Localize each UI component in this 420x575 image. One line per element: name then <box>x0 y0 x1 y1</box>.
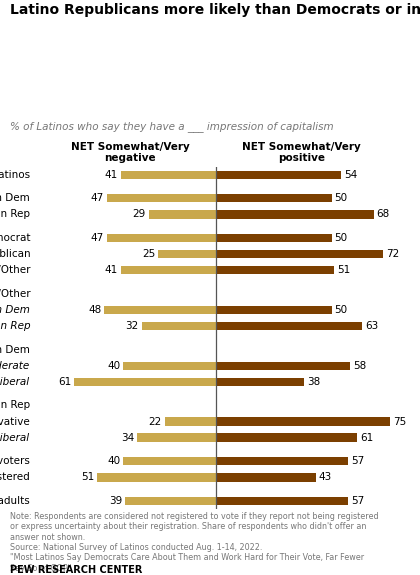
Bar <box>216 417 390 426</box>
Text: NET Somewhat/Very
negative: NET Somewhat/Very negative <box>71 141 189 163</box>
Text: 43: 43 <box>318 472 332 482</box>
Bar <box>123 457 216 465</box>
Text: % of Latinos who say they have a ___ impression of capitalism: % of Latinos who say they have a ___ imp… <box>10 121 334 132</box>
Bar <box>121 266 216 274</box>
Bar <box>149 210 216 218</box>
Bar <box>165 417 216 426</box>
Bar <box>216 266 334 274</box>
Text: Democrat: Democrat <box>0 233 30 243</box>
Text: 63: 63 <box>365 321 378 331</box>
Text: Among Rep/Lean Rep: Among Rep/Lean Rep <box>0 400 30 411</box>
Bar <box>216 306 332 314</box>
Bar <box>216 362 350 370</box>
Bar <box>216 378 304 386</box>
Text: 50: 50 <box>335 305 348 315</box>
Bar <box>125 497 216 505</box>
Text: 40: 40 <box>107 361 120 371</box>
Bar <box>216 497 348 505</box>
Text: Lean Rep: Lean Rep <box>0 321 30 331</box>
Text: 57: 57 <box>351 496 364 506</box>
Text: 61: 61 <box>58 377 71 387</box>
Text: Conservative/Moderate: Conservative/Moderate <box>0 361 30 371</box>
Text: Latino Republicans more likely than Democrats or independents to have positive i: Latino Republicans more likely than Demo… <box>10 3 420 17</box>
Text: 61: 61 <box>360 433 373 443</box>
Text: All Latinos: All Latinos <box>0 170 30 180</box>
Bar <box>107 233 216 242</box>
Text: Liberal: Liberal <box>0 377 30 387</box>
Text: Among Dem/Lean Dem: Among Dem/Lean Dem <box>0 344 30 355</box>
Text: 41: 41 <box>105 170 118 180</box>
Text: 39: 39 <box>109 496 123 506</box>
Text: Dem/Lean Dem: Dem/Lean Dem <box>0 193 30 204</box>
Text: 68: 68 <box>376 209 390 220</box>
Text: Moderate/Liberal: Moderate/Liberal <box>0 433 30 443</box>
Text: 47: 47 <box>91 233 104 243</box>
Text: 54: 54 <box>344 170 357 180</box>
Text: 22: 22 <box>149 416 162 427</box>
Text: Ind/Other: Ind/Other <box>0 265 30 275</box>
Bar <box>121 171 216 179</box>
Bar <box>216 250 383 258</box>
Text: 29: 29 <box>132 209 146 220</box>
Text: PEW RESEARCH CENTER: PEW RESEARCH CENTER <box>10 565 143 575</box>
Bar <box>216 210 374 218</box>
Text: 41: 41 <box>105 265 118 275</box>
Text: 32: 32 <box>126 321 139 331</box>
Bar <box>216 233 332 242</box>
Bar <box>216 171 341 179</box>
Bar <box>216 457 348 465</box>
Text: Not registered: Not registered <box>0 472 30 482</box>
Text: Rep/Lean Rep: Rep/Lean Rep <box>0 209 30 220</box>
Text: Among Ind/Other: Among Ind/Other <box>0 289 30 299</box>
Text: 47: 47 <box>91 193 104 204</box>
Text: All U.S. adults: All U.S. adults <box>0 496 30 506</box>
Text: 38: 38 <box>307 377 320 387</box>
Text: Conservative: Conservative <box>0 416 30 427</box>
Bar <box>142 322 216 330</box>
Text: 50: 50 <box>335 193 348 204</box>
Text: NET Somewhat/Very
positive: NET Somewhat/Very positive <box>242 141 361 163</box>
Bar <box>158 250 216 258</box>
Text: 48: 48 <box>88 305 102 315</box>
Text: 51: 51 <box>81 472 94 482</box>
Bar <box>216 434 357 442</box>
Text: 50: 50 <box>335 233 348 243</box>
Bar <box>74 378 216 386</box>
Text: 58: 58 <box>353 361 366 371</box>
Bar <box>105 306 216 314</box>
Bar <box>216 194 332 202</box>
Bar <box>97 473 216 481</box>
Text: 34: 34 <box>121 433 134 443</box>
Text: 40: 40 <box>107 456 120 466</box>
Text: 57: 57 <box>351 456 364 466</box>
Text: 72: 72 <box>386 249 399 259</box>
Bar <box>107 194 216 202</box>
Bar <box>123 362 216 370</box>
Text: 25: 25 <box>142 249 155 259</box>
Text: Republican: Republican <box>0 249 30 259</box>
Text: Lean Dem: Lean Dem <box>0 305 30 315</box>
Bar <box>216 473 315 481</box>
Bar <box>216 322 362 330</box>
Text: Note: Respondents are considered not registered to vote if they report not being: Note: Respondents are considered not reg… <box>10 512 379 573</box>
Text: Registered voters: Registered voters <box>0 456 30 466</box>
Text: 51: 51 <box>337 265 350 275</box>
Text: 75: 75 <box>393 416 406 427</box>
Bar <box>137 434 216 442</box>
